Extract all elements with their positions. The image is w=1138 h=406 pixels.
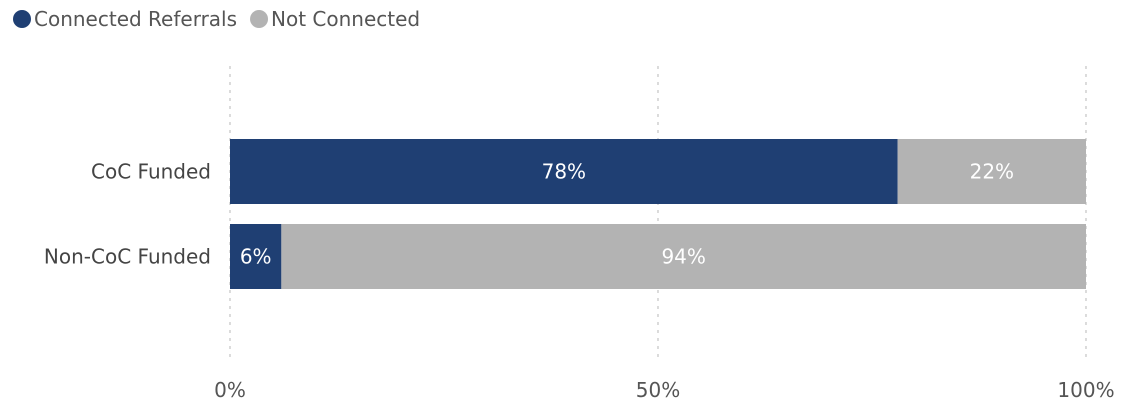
legend-label-connected-referrals: Connected Referrals — [34, 7, 237, 31]
x-tick-label: 0% — [214, 378, 246, 402]
bar-segment — [281, 224, 1086, 289]
bar-segment — [230, 224, 282, 289]
gridlines — [229, 66, 1087, 362]
category-label: Non-CoC Funded — [44, 245, 211, 269]
legend: Connected Referrals Not Connected — [13, 7, 420, 31]
legend-label-not-connected: Not Connected — [271, 7, 420, 31]
bar-segment — [230, 139, 898, 204]
category-labels: CoC Funded Non-CoC Funded — [44, 160, 211, 269]
bars: 78% 22% 6% 94% — [230, 139, 1086, 289]
legend-swatch-not-connected — [250, 10, 269, 28]
bar-segment — [897, 139, 1086, 204]
bar-value-label: 78% — [542, 160, 586, 184]
bar-value-label: 22% — [970, 160, 1014, 184]
x-axis-ticks: 0% 50% 100% — [214, 378, 1114, 402]
x-tick-label: 100% — [1057, 378, 1114, 402]
category-label: CoC Funded — [91, 160, 211, 184]
legend-swatch-connected-referrals — [13, 10, 31, 28]
x-tick-label: 50% — [636, 378, 680, 402]
bar-value-label: 6% — [240, 245, 272, 269]
bar-value-label: 94% — [661, 245, 705, 269]
